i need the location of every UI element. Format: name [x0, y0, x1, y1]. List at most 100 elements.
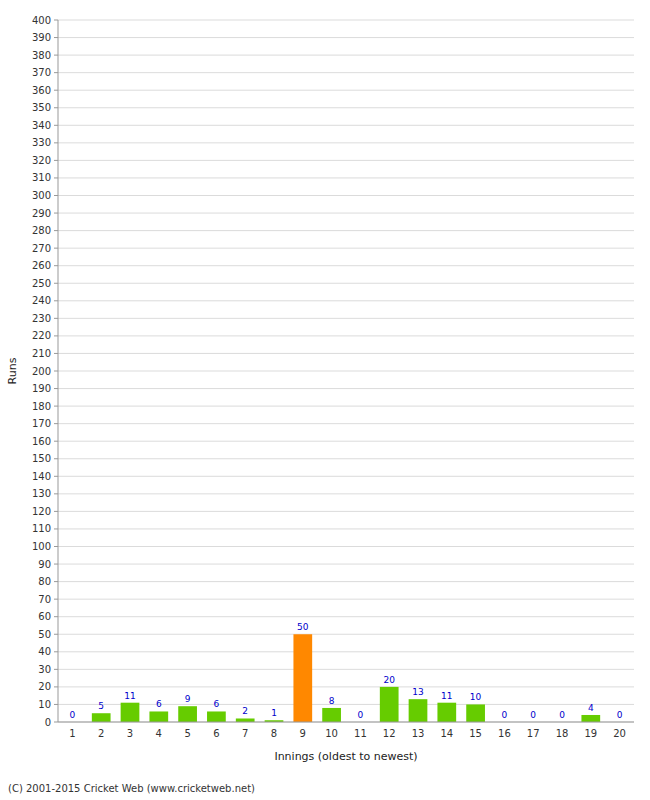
y-axis-label: Runs [6, 357, 19, 384]
y-tick-label: 70 [38, 594, 51, 605]
x-tick-label: 11 [354, 728, 367, 739]
grid-line [58, 20, 634, 21]
y-tick [54, 458, 58, 459]
grid-line [58, 458, 634, 459]
y-tick [54, 265, 58, 266]
y-tick [54, 406, 58, 407]
grid-line [58, 704, 634, 705]
y-tick [54, 318, 58, 319]
y-tick [54, 37, 58, 38]
x-tick-label: 9 [300, 728, 306, 739]
grid-line [58, 528, 634, 529]
grid-line [58, 564, 634, 565]
x-tick-label: 16 [498, 728, 511, 739]
y-tick-label: 100 [32, 541, 51, 552]
data-label: 50 [297, 622, 309, 632]
data-label: 13 [412, 687, 423, 697]
x-tick-label: 12 [383, 728, 396, 739]
y-tick-label: 20 [38, 681, 51, 692]
x-axis-label: Innings (oldest to newest) [274, 750, 417, 763]
data-label: 6 [214, 699, 220, 709]
grid-line [58, 546, 634, 547]
y-tick-label: 340 [32, 120, 51, 131]
y-tick-label: 210 [32, 348, 51, 359]
data-label: 0 [502, 710, 508, 720]
y-tick [54, 72, 58, 73]
grid-line [58, 476, 634, 477]
grid-line [58, 686, 634, 687]
y-tick [54, 634, 58, 635]
y-tick-label: 50 [38, 629, 51, 640]
y-tick [54, 546, 58, 547]
y-tick [54, 125, 58, 126]
chart: 0102030405060708090100110120130140150160… [0, 0, 650, 800]
grid-line [58, 55, 634, 56]
grid-line [58, 177, 634, 178]
y-tick-label: 230 [32, 313, 51, 324]
y-tick [54, 388, 58, 389]
x-tick-label: 19 [584, 728, 597, 739]
bar [466, 704, 485, 722]
y-tick [54, 493, 58, 494]
x-tick-label: 10 [325, 728, 338, 739]
bar [380, 687, 399, 722]
data-label: 0 [358, 710, 364, 720]
x-tick-label: 2 [98, 728, 104, 739]
x-tick-label: 18 [556, 728, 569, 739]
y-axis-line [58, 20, 59, 722]
grid-line [58, 599, 634, 600]
y-tick [54, 353, 58, 354]
bar [178, 706, 197, 722]
y-tick [54, 476, 58, 477]
bar [207, 711, 226, 722]
bar [437, 703, 456, 722]
grid-line [58, 283, 634, 284]
y-tick-label: 400 [32, 15, 51, 26]
y-tick-label: 40 [38, 646, 51, 657]
y-tick [54, 511, 58, 512]
y-tick [54, 616, 58, 617]
y-tick-label: 360 [32, 85, 51, 96]
grid-line [58, 37, 634, 38]
grid-line [58, 195, 634, 196]
y-tick-label: 170 [32, 418, 51, 429]
y-tick-label: 290 [32, 208, 51, 219]
bar [149, 711, 168, 722]
y-tick [54, 230, 58, 231]
y-tick-label: 380 [32, 50, 51, 61]
grid-line [58, 72, 634, 73]
y-tick [54, 599, 58, 600]
y-tick [54, 20, 58, 21]
y-tick-label: 10 [38, 699, 51, 710]
y-tick-label: 390 [32, 32, 51, 43]
x-axis-line [58, 722, 634, 723]
grid-line [58, 353, 634, 354]
grid-line [58, 722, 634, 723]
grid-line [58, 406, 634, 407]
x-tick-label: 1 [69, 728, 75, 739]
y-axis: 0102030405060708090100110120130140150160… [32, 15, 58, 728]
bar [121, 703, 140, 722]
bar [581, 715, 600, 722]
bar [322, 708, 341, 722]
y-tick [54, 686, 58, 687]
grid-line [58, 669, 634, 670]
y-tick [54, 335, 58, 336]
y-tick-label: 60 [38, 611, 51, 622]
y-tick-label: 130 [32, 488, 51, 499]
y-tick [54, 300, 58, 301]
y-tick-label: 110 [32, 523, 51, 534]
y-tick-label: 370 [32, 67, 51, 78]
grid-line [58, 107, 634, 108]
y-tick-label: 280 [32, 225, 51, 236]
y-tick-label: 200 [32, 366, 51, 377]
data-label: 1 [271, 708, 277, 718]
x-tick-label: 8 [271, 728, 277, 739]
y-tick-label: 250 [32, 278, 51, 289]
y-tick [54, 248, 58, 249]
y-tick-label: 120 [32, 506, 51, 517]
y-tick-label: 0 [45, 717, 51, 728]
y-tick-label: 150 [32, 453, 51, 464]
x-tick-label: 4 [156, 728, 162, 739]
grid-line [58, 90, 634, 91]
